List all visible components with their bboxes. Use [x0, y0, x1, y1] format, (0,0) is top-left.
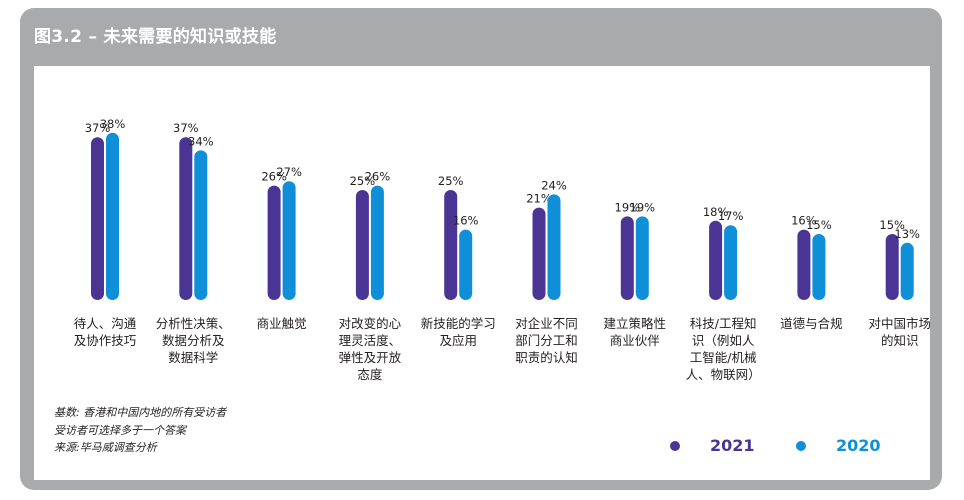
- value-label-2020-people-skills: 38%: [100, 117, 126, 131]
- category-label-analytics: 分析性决策、数据分析及数据科学: [156, 316, 231, 365]
- category-label-adaptability: 对改变的心理灵活度、弹性及开放态度: [339, 316, 402, 382]
- category-label-tech-knowledge: 科技/工程知识（例如人工智能/机械人、物联网）: [686, 316, 761, 382]
- legend-dot-2021: [670, 441, 680, 451]
- value-label-2020-org-awareness: 24%: [541, 178, 567, 192]
- footnotes: 基数: 香港和中国内地的所有受访者 受访者可选择多于一个答案 来源:毕马威调查分…: [54, 404, 226, 457]
- bar-2020-ethics: [812, 234, 826, 300]
- bar-2021-org-awareness: [532, 207, 546, 300]
- bar-2020-new-skills: [459, 229, 473, 300]
- bar-2020-partnering: [635, 216, 649, 300]
- value-label-2021-ethics: 16%: [791, 214, 817, 228]
- value-label-2021-new-skills: 25%: [438, 174, 464, 188]
- category-label-new-skills: 新技能的学习及应用: [421, 316, 496, 348]
- bar-2021-people-skills: [91, 137, 104, 300]
- value-label-2020-business-acumen: 27%: [276, 165, 302, 179]
- category-label-business-acumen: 商业触觉: [257, 316, 307, 331]
- value-label-2021-adaptability: 25%: [350, 174, 376, 188]
- bar-2021-ethics: [797, 229, 811, 300]
- bar-2020-china-market: [900, 242, 914, 300]
- value-label-2020-analytics: 34%: [188, 134, 214, 148]
- bar-chart: 37%38%待人、沟通及协作技巧37%34%分析性决策、数据分析及数据科学26%…: [74, 117, 930, 382]
- value-label-2020-new-skills: 16%: [453, 214, 479, 228]
- bar-2021-tech-knowledge: [709, 220, 723, 300]
- chart-area: 37% 38% 待人、沟通及协作技巧 37% 34% 分析性决策、数据分析及数据科学 26%…: [34, 66, 930, 480]
- footnote-source: 来源:毕马威调查分析: [54, 441, 157, 454]
- value-label-2021-partnering: 19%: [615, 200, 641, 214]
- bar-2021-adaptability: [355, 190, 369, 300]
- bar-2021-analytics: [179, 137, 193, 300]
- bar-2020-adaptability: [370, 185, 384, 300]
- category-label-china-market: 对中国市场的知识: [868, 316, 930, 348]
- bar-2020-analytics: [194, 150, 208, 300]
- bar-2020-people-skills: [106, 132, 119, 300]
- bar-2021-business-acumen: [267, 185, 281, 300]
- value-label-2020-adaptability: 26%: [365, 170, 391, 184]
- value-label-2020-tech-knowledge: 17%: [718, 209, 744, 223]
- value-label-2021-business-acumen: 26%: [261, 170, 287, 184]
- value-label-2021-tech-knowledge: 18%: [703, 205, 729, 219]
- bar-2020-tech-knowledge: [724, 225, 738, 300]
- bar-2021-new-skills: [444, 190, 458, 300]
- value-label-2021-people-skills: 37%: [85, 121, 111, 135]
- footnote-multiple-answers: 受访者可选择多于一个答案: [54, 423, 186, 437]
- legend-label-2020: 2020: [836, 436, 881, 455]
- footnote-base: 基数: 香港和中国内地的所有受访者: [54, 406, 227, 419]
- bar-2021-partnering: [620, 216, 634, 300]
- bar-2020-org-awareness: [547, 194, 561, 300]
- bar-2021-china-market: [885, 234, 899, 300]
- value-label-2020-partnering: 19%: [630, 200, 656, 214]
- value-label-2021-china-market: 15%: [879, 218, 905, 232]
- value-label-2021-analytics: 37%: [173, 121, 199, 135]
- figure-title: 图3.2 – 未来需要的知识或技能: [34, 27, 277, 47]
- category-label-ethics: 道德与合规: [780, 316, 843, 331]
- bar-2020-business-acumen: [282, 181, 296, 300]
- category-label-partnering: 建立策略性商业伙伴: [604, 316, 667, 348]
- value-label-2020-ethics: 15%: [806, 218, 832, 232]
- value-label-2020-china-market: 13%: [894, 227, 920, 241]
- legend-dot-2020: [796, 441, 806, 451]
- value-label-2021-org-awareness: 21%: [526, 192, 552, 206]
- category-label-people-skills: 待人、沟通及协作技巧: [74, 316, 137, 348]
- legend-label-2021: 2021: [710, 436, 755, 455]
- category-label-org-awareness: 对企业不同部门分工和职责的认知: [515, 316, 578, 365]
